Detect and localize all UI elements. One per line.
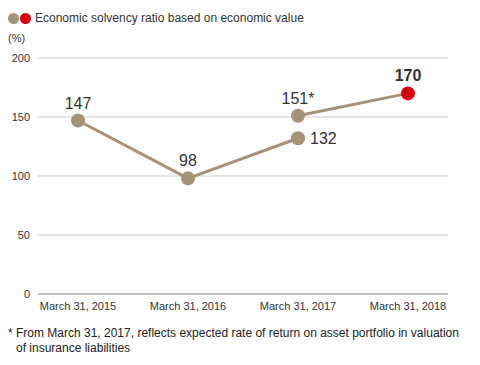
svg-text:March 31, 2016: March 31, 2016 [150, 300, 226, 312]
svg-text:132: 132 [310, 130, 337, 147]
svg-text:98: 98 [179, 152, 197, 169]
svg-text:170: 170 [395, 67, 422, 84]
svg-text:50: 50 [18, 229, 30, 241]
svg-text:March 31, 2015: March 31, 2015 [40, 300, 116, 312]
svg-text:150: 150 [12, 111, 30, 123]
html-text:* From March 31, 2017, reflect: * From March 31, 2017, reflects expected… [8, 326, 459, 355]
svg-text:March 31, 2018: March 31, 2018 [370, 300, 446, 312]
svg-text:March 31, 2017: March 31, 2017 [260, 300, 336, 312]
svg-text:100: 100 [12, 170, 30, 182]
svg-text:151*: 151* [282, 90, 315, 107]
svg-text:147: 147 [65, 95, 92, 112]
html-text:Economic solvency ratio based: Economic solvency ratio based on economi… [35, 11, 304, 25]
svg-text:200: 200 [12, 52, 30, 64]
svg-text:0: 0 [24, 288, 30, 300]
